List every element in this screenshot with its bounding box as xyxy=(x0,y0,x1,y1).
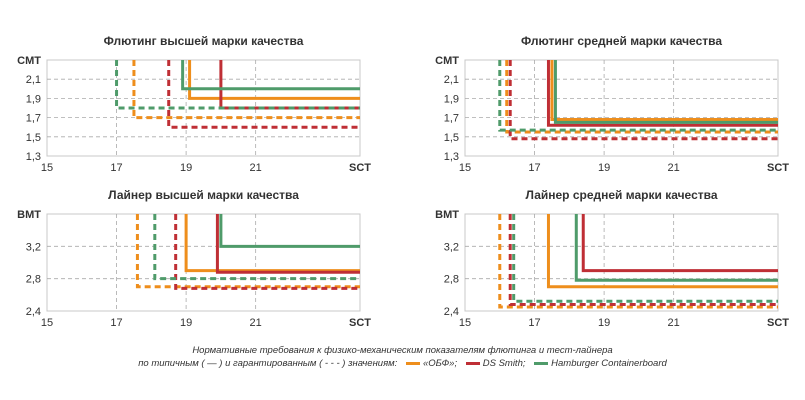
series-line-solid xyxy=(553,60,778,124)
series-line-solid xyxy=(550,60,778,122)
y-tick-label: 1,5 xyxy=(26,132,41,144)
y-axis-label: BMT xyxy=(435,209,459,221)
chart-panel-4: Лайнер средней марки качества 2,4 2,8 3,2 15… xyxy=(435,188,789,329)
series-line-solid xyxy=(574,214,778,282)
series-line-dashed xyxy=(498,60,778,132)
series-line-dashed xyxy=(498,214,778,309)
chart-title: Лайнер высшей марки качества xyxy=(108,188,299,202)
y-tick-label: 2,1 xyxy=(26,74,41,86)
x-tick-label: 15 xyxy=(459,317,471,329)
series-line-solid xyxy=(184,214,360,273)
y-axis-label: BMT xyxy=(17,209,41,221)
series-line-dashed xyxy=(505,60,778,134)
series-line-dashed xyxy=(508,60,778,141)
series-line-solid xyxy=(546,214,778,289)
x-tick-label: 19 xyxy=(180,317,192,329)
y-tick-label: 2,4 xyxy=(444,306,459,318)
x-tick-label: 19 xyxy=(180,162,192,174)
x-axis-label: SCT xyxy=(767,162,789,174)
y-tick-label: 1,7 xyxy=(444,113,459,125)
caption-prefix: по типичным ( — ) и гарантированным ( - … xyxy=(138,358,398,369)
x-tick-label: 17 xyxy=(528,162,540,174)
x-tick-label: 17 xyxy=(110,162,122,174)
y-tick-label: 1,9 xyxy=(26,93,41,105)
series-line-solid xyxy=(219,60,360,110)
x-tick-label: 17 xyxy=(110,317,122,329)
y-axis-label: CMT xyxy=(17,55,41,67)
y-tick-label: 1,3 xyxy=(444,151,459,163)
chart-panel-1: Флютинг высшей марки качества 1,3 1,5 1,7 1,… xyxy=(17,34,371,174)
legend-item-hamburger: Hamburger Containerboard xyxy=(528,358,667,369)
y-tick-label: 1,9 xyxy=(444,93,459,105)
x-tick-label: 21 xyxy=(668,162,680,174)
x-tick-label: 15 xyxy=(41,162,53,174)
x-tick-label: 21 xyxy=(250,162,262,174)
series-line-solid xyxy=(581,214,778,273)
charts-area: Флютинг высшей марки качества 1,3 1,5 1,7 1,… xyxy=(17,34,789,329)
legend-swatch-obf xyxy=(405,361,420,365)
plot-frame xyxy=(46,213,361,312)
y-tick-label: 2,4 xyxy=(26,306,41,318)
legend-label-hamburger: Hamburger Containerboard xyxy=(551,358,667,369)
series-line-dashed xyxy=(115,60,360,110)
y-tick-label: 2,1 xyxy=(444,74,459,86)
plot-frame xyxy=(464,59,779,157)
y-tick-label: 1,7 xyxy=(26,113,41,125)
series-line-dashed xyxy=(135,214,360,289)
y-tick-label: 2,8 xyxy=(26,274,41,286)
chart-panel-2: Флютинг средней марки качества 1,3 1,5 1,7 1… xyxy=(435,34,789,174)
legend-item-ds-smith: DS Smith; xyxy=(460,358,528,369)
x-tick-label: 15 xyxy=(41,317,53,329)
series-line-solid xyxy=(215,214,360,274)
legend-label-obf: «ОБФ»; xyxy=(422,358,458,369)
y-tick-label: 3,2 xyxy=(444,241,459,253)
chart-title: Лайнер средней марки качества xyxy=(525,188,717,202)
series-line-dashed xyxy=(153,214,360,281)
legend-label-ds-smith: DS Smith; xyxy=(482,358,526,369)
y-tick-label: 2,8 xyxy=(444,274,459,286)
x-tick-label: 21 xyxy=(250,317,262,329)
legend-swatch-ds-smith xyxy=(465,361,480,365)
y-axis-label: CMT xyxy=(435,55,459,67)
series-line-dashed xyxy=(167,60,360,129)
x-axis-label: SCT xyxy=(767,317,789,329)
chart-panel-3: Лайнер высшей марки качества 2,4 2,8 3,2 15 1… xyxy=(17,188,371,329)
y-tick-label: 1,5 xyxy=(444,132,459,144)
series-line-dashed xyxy=(508,214,778,307)
x-axis-label: SCT xyxy=(349,162,371,174)
series-line-solid xyxy=(188,60,360,100)
legend-item-obf: «ОБФ»; xyxy=(400,358,460,369)
x-tick-label: 19 xyxy=(598,317,610,329)
y-tick-label: 1,3 xyxy=(26,151,41,163)
series-line-solid xyxy=(181,60,360,91)
x-tick-label: 15 xyxy=(459,162,471,174)
series-line-solid xyxy=(546,60,778,127)
legend-swatch-hamburger xyxy=(534,361,549,365)
caption-line-1: Нормативные требования к физико-механиче… xyxy=(192,345,613,356)
x-tick-label: 17 xyxy=(528,317,540,329)
series-line-dashed xyxy=(174,214,360,290)
plot-frame xyxy=(464,213,779,312)
series-line-solid xyxy=(219,214,360,248)
chart-title: Флютинг средней марки качества xyxy=(521,34,722,48)
caption-line-2: по типичным ( — ) и гарантированным ( - … xyxy=(0,357,805,370)
x-tick-label: 21 xyxy=(668,317,680,329)
series-line-dashed xyxy=(512,214,778,303)
chart-title: Флютинг высшей марки качества xyxy=(104,34,304,48)
y-tick-label: 3,2 xyxy=(26,241,41,253)
x-tick-label: 19 xyxy=(598,162,610,174)
x-axis-label: SCT xyxy=(349,317,371,329)
